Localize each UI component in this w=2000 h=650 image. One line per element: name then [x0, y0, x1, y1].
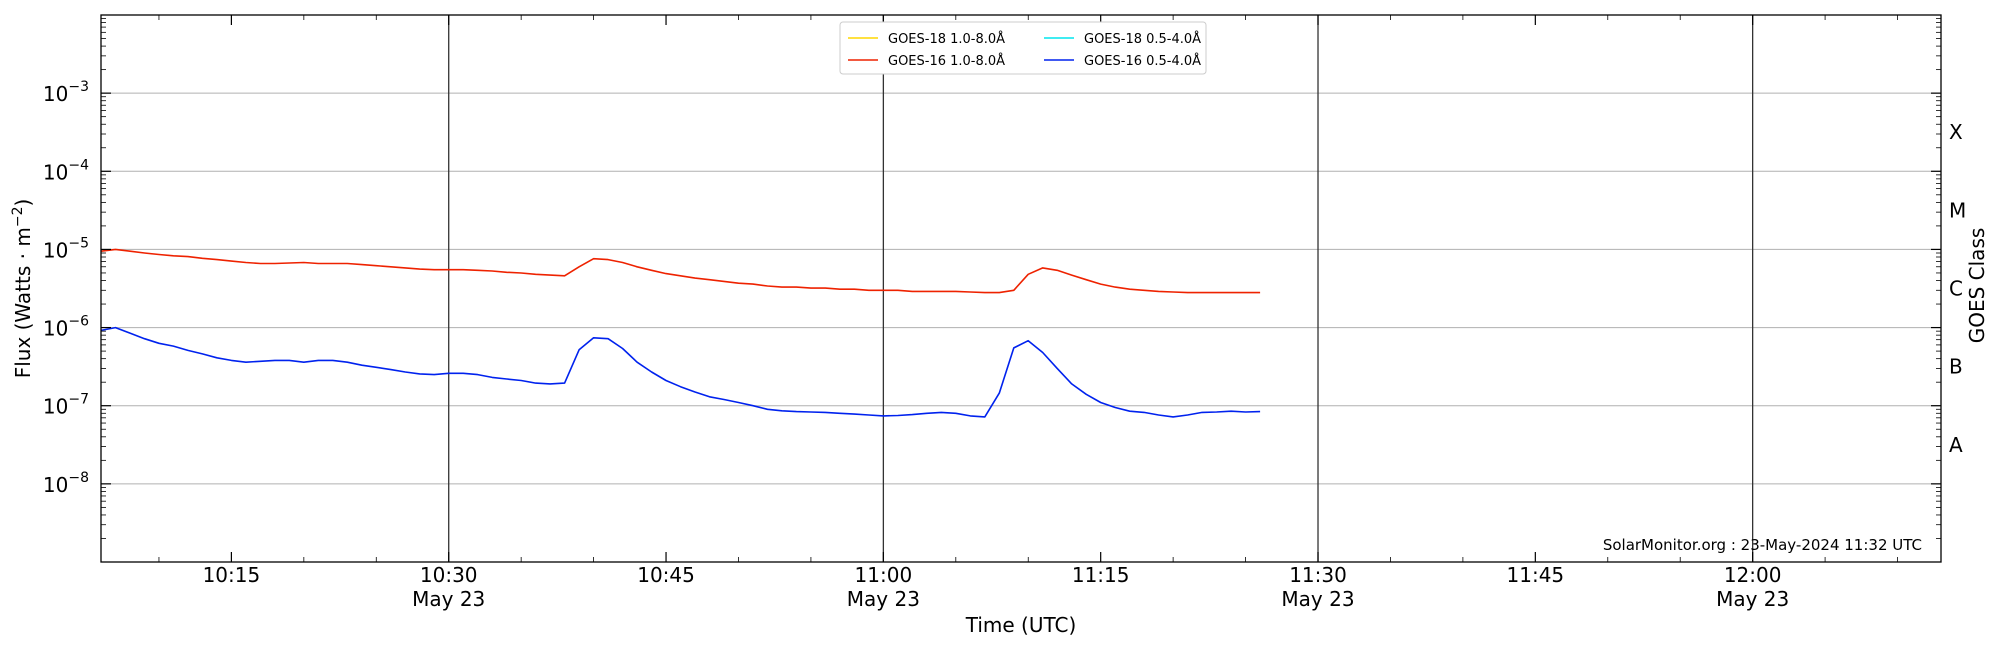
- y-tick-base: 10: [43, 82, 68, 106]
- legend-entry-label: GOES-16 0.5-4.0Å: [1084, 53, 1201, 69]
- x-tick-label: 10:15: [203, 563, 261, 587]
- y-tick-exponent: −8: [68, 470, 89, 486]
- x-tick-label: 11:15: [1072, 563, 1130, 587]
- x-tick-label: 11:00: [855, 563, 913, 587]
- y-tick-exponent: −5: [68, 235, 89, 251]
- x-tick-label: 12:00: [1724, 563, 1782, 587]
- y-axis-title-end: ): [11, 199, 35, 207]
- y-tick-exponent: −6: [68, 314, 89, 330]
- x-tick-date-label: May 23: [1716, 587, 1789, 611]
- grid-layer: [101, 92, 1941, 485]
- legend-entry-label: GOES-18 1.0-8.0Å: [888, 31, 1005, 47]
- series-line-0: [100, 248, 1261, 294]
- legend-entry-label: GOES-18 0.5-4.0Å: [1084, 31, 1201, 47]
- y-axis-title-exponent: −2: [10, 207, 26, 228]
- x-tick-label: 10:30: [420, 563, 478, 587]
- x-tick-date-label: May 23: [847, 587, 920, 611]
- plot-frame: [100, 14, 1942, 563]
- y-axis-title-main: Flux (Watts · m: [11, 227, 35, 378]
- y-axis-title: Flux (Watts · m−2): [10, 199, 35, 379]
- legend-entry-label: GOES-16 1.0-8.0Å: [888, 53, 1005, 69]
- goes-class-label: A: [1949, 433, 1963, 457]
- goes-class-label: B: [1949, 355, 1963, 379]
- vertical-lines: [448, 15, 1754, 562]
- series-line-1: [100, 326, 1261, 418]
- y-tick-label: 10−5: [43, 235, 89, 262]
- legend: GOES-18 1.0-8.0Å GOES-18 0.5-4.0Å GOES-16 …: [839, 21, 1207, 75]
- x-tick-date-label: May 23: [1281, 587, 1354, 611]
- goes-class-axis-title: GOES Class: [1965, 228, 1989, 344]
- x-tick-label: 11:45: [1507, 563, 1565, 587]
- legend-box: [839, 21, 1207, 75]
- y-tick-base: 10: [43, 473, 68, 497]
- credit-text: SolarMonitor.org : 23-May-2024 11:32 UTC: [1603, 536, 1922, 554]
- y-tick-label: 10−4: [43, 157, 89, 184]
- y-tick-label: 10−7: [43, 392, 89, 419]
- y-tick-label: 10−6: [43, 314, 89, 341]
- x-tick-label: 11:30: [1289, 563, 1347, 587]
- y-tick-base: 10: [43, 238, 68, 262]
- y-tick-label: 10−8: [43, 470, 89, 497]
- y-tick-exponent: −7: [68, 392, 89, 408]
- y-tick-base: 10: [43, 395, 68, 419]
- y-tick-label: 10−3: [43, 79, 89, 106]
- x-tick-label: 10:45: [637, 563, 695, 587]
- x-axis-title: Time (UTC): [965, 613, 1077, 637]
- x-tick-date-label: May 23: [412, 587, 485, 611]
- y-tick-exponent: −4: [68, 157, 89, 173]
- y-tick-base: 10: [43, 317, 68, 341]
- series-layer: [100, 248, 1261, 418]
- y-tick-base: 10: [43, 160, 68, 184]
- goes-class-labels: A B C M X: [1949, 120, 1966, 457]
- goes-class-label: X: [1949, 120, 1963, 144]
- y-tick-labels: 10−810−710−610−510−410−3: [43, 79, 89, 497]
- tick-layer: [101, 15, 1941, 562]
- goes-class-label: M: [1949, 198, 1966, 222]
- goes-class-label: C: [1949, 277, 1963, 301]
- y-tick-exponent: −3: [68, 79, 89, 95]
